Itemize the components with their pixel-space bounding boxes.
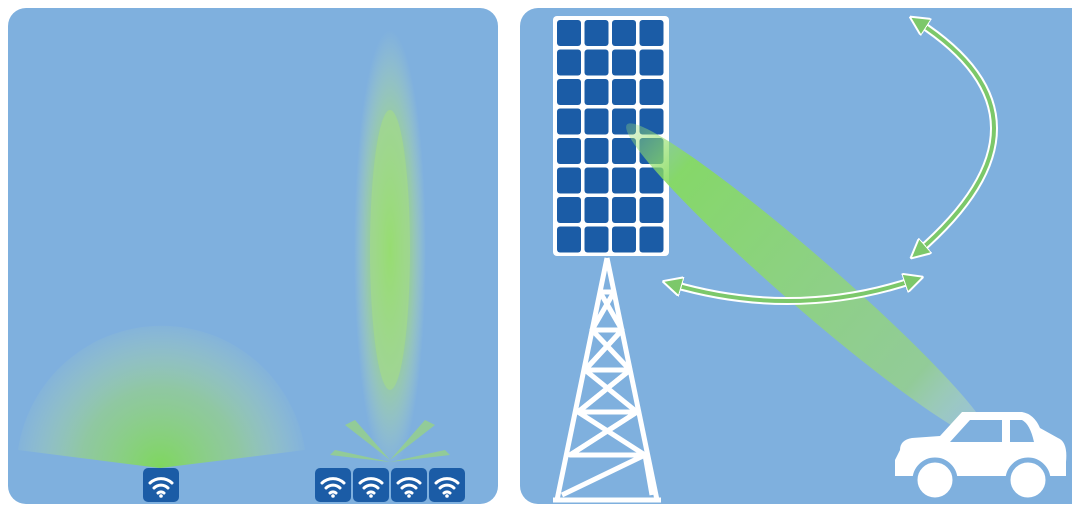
antenna-element <box>639 108 664 135</box>
antenna-element <box>557 20 581 46</box>
antenna-element <box>612 79 636 105</box>
antenna-element <box>584 138 609 164</box>
left-panel <box>8 8 498 504</box>
wide-coverage <box>18 325 305 468</box>
antenna-element <box>557 138 581 164</box>
antenna-element <box>557 167 581 194</box>
antenna-element <box>612 49 636 76</box>
single-antenna <box>141 466 181 504</box>
antenna-element <box>557 197 581 223</box>
antenna-element <box>584 167 609 194</box>
antenna-element <box>612 138 636 164</box>
antenna-element <box>584 108 609 135</box>
antenna-element <box>557 108 581 135</box>
right-panel <box>520 8 1072 504</box>
antenna-element <box>639 20 664 46</box>
antenna-element <box>639 197 664 223</box>
antenna-element <box>584 20 609 46</box>
side-lobes <box>330 420 450 462</box>
antenna-element <box>557 226 581 253</box>
antenna-element <box>612 197 636 223</box>
steering-arrows <box>672 22 998 305</box>
antenna-element <box>639 167 664 194</box>
antenna-element <box>584 197 609 223</box>
antenna-element <box>639 226 664 253</box>
car <box>895 412 1067 503</box>
antenna-element <box>612 226 636 253</box>
tower <box>553 257 661 503</box>
antenna-element <box>584 49 609 76</box>
antenna-element <box>557 49 581 76</box>
antenna-element <box>584 226 609 253</box>
antenna-element <box>584 79 609 105</box>
antenna-element <box>557 79 581 105</box>
antenna-element <box>639 49 664 76</box>
antenna-element <box>612 20 636 46</box>
antenna-element <box>639 79 664 105</box>
antenna-element <box>612 167 636 194</box>
